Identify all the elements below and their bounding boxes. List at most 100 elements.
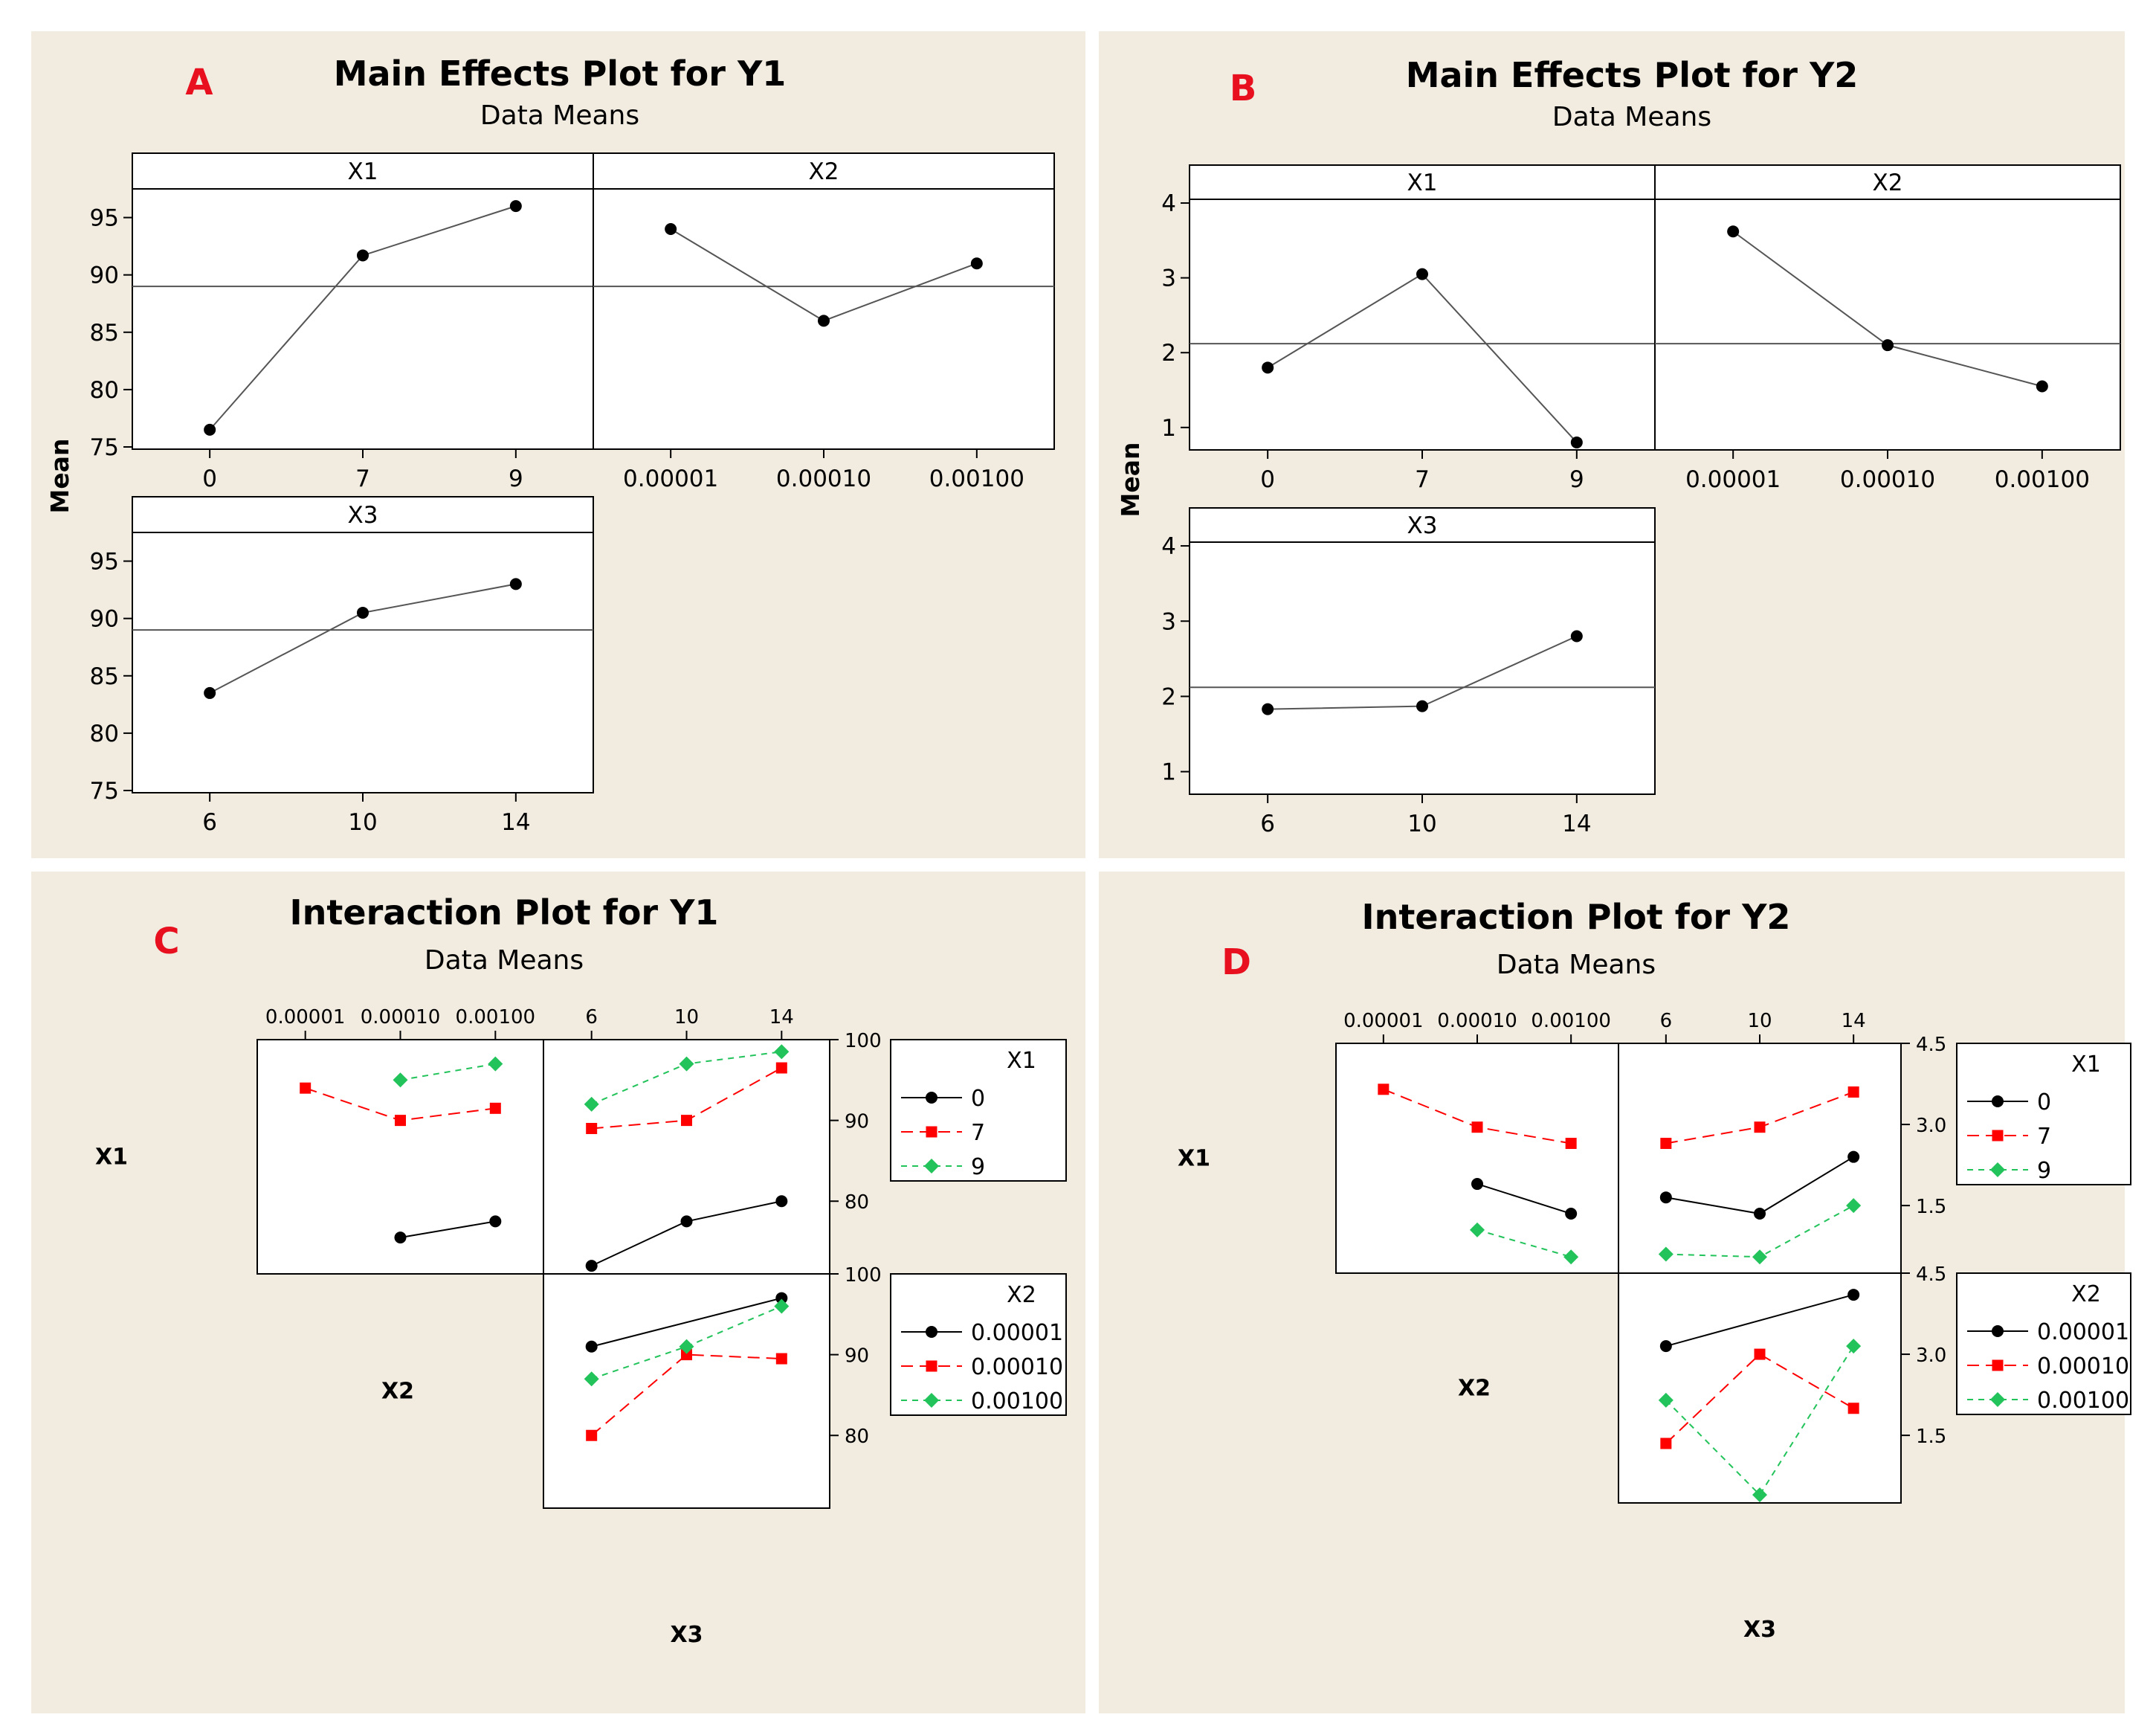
series-point-0.00100: [1846, 1339, 1862, 1354]
cell-x1-vs-x3: [1618, 1043, 1902, 1274]
x-tick-label: 0.00010: [776, 466, 871, 492]
data-point: [2036, 380, 2048, 393]
series-point-7: [775, 1062, 787, 1074]
top-tick-label: 0.00100: [1531, 1010, 1611, 1032]
row-label-x2: X2: [1458, 1376, 1491, 1402]
series-point-0: [1659, 1191, 1672, 1204]
x-tick-label: 9: [1569, 466, 1584, 493]
series-point-0: [489, 1215, 502, 1228]
legend-title: X1: [1007, 1048, 1036, 1074]
y-tick-label: 95: [90, 205, 119, 232]
series-point-0.00100: [679, 1339, 694, 1354]
chart-subtitle: Data Means: [1497, 950, 1656, 980]
series-point-9: [584, 1096, 599, 1112]
series-point-7: [489, 1102, 501, 1114]
series-point-7: [1660, 1138, 1672, 1150]
cell-x2-vs-x3: [543, 1273, 830, 1509]
y-tick-label: 90: [90, 606, 119, 633]
data-point: [1570, 436, 1583, 448]
chart-title: Main Effects Plot for Y1: [334, 54, 787, 94]
x-tick-label: 0.00100: [929, 466, 1024, 492]
right-tick-label: 80: [845, 1191, 869, 1214]
legend-entry: 7: [2037, 1124, 2051, 1150]
data-point: [665, 222, 677, 235]
legend-entry: 0.00100: [971, 1388, 1063, 1414]
right-tick-label: 80: [845, 1426, 869, 1448]
panel-letter: B: [1230, 68, 1257, 109]
y-tick-label: 4: [1161, 190, 1176, 217]
series-point-7: [395, 1115, 406, 1127]
y-tick-label: 75: [90, 778, 119, 805]
right-tick-label: 1.5: [1916, 1196, 1946, 1218]
factor-panel-x1: X1 1 2 3 4 0 7 9: [1161, 164, 1656, 493]
legend-swatch-marker: [1992, 1095, 2004, 1107]
main-effects-plot-a: A Main Effects Plot for Y1 Data Means Mean X…: [45, 54, 1055, 836]
y-tick-label: 75: [90, 434, 119, 461]
right-tick-label: 100: [845, 1030, 882, 1052]
y-axis-label: Mean: [45, 439, 74, 514]
right-tick-label: 90: [845, 1111, 869, 1133]
legend-x2: X2 0.00001 0.00010 0.00100: [890, 1273, 1067, 1416]
series-point-7: [1471, 1121, 1483, 1133]
data-point: [509, 200, 522, 213]
interaction-plot-d: D Interaction Plot for Y2 Data Means 0.0000…: [1178, 897, 2131, 1643]
series-line-0.00100: [1665, 1345, 1855, 1496]
legend-entry: 0: [971, 1086, 985, 1112]
legend-entry: 0.00100: [2037, 1388, 2129, 1414]
x-tick-label: 6: [1260, 811, 1275, 837]
legend-entry: 0.00001: [971, 1320, 1063, 1346]
series-point-0.00100: [1658, 1392, 1674, 1408]
panel-letter: D: [1221, 941, 1251, 983]
data-point: [1727, 225, 1740, 238]
y-tick-label: 90: [90, 263, 119, 289]
y-tick-label: 95: [90, 549, 119, 576]
data-point: [818, 315, 830, 327]
legend-swatch-marker: [926, 1092, 937, 1104]
data-point: [1416, 700, 1428, 712]
chart-title: Main Effects Plot for Y2: [1406, 55, 1859, 95]
top-tick-label: 14: [769, 1006, 794, 1028]
right-tick-label: 3.0: [1916, 1115, 1946, 1137]
chart-subtitle: Data Means: [425, 945, 584, 976]
series-point-0.00010: [681, 1349, 692, 1361]
series-point-0.00010: [1660, 1437, 1672, 1449]
series-point-7: [1565, 1138, 1577, 1150]
top-tick-label: 0.00100: [456, 1006, 536, 1028]
series-point-7: [300, 1082, 312, 1094]
main-effects-plot-b: B Main Effects Plot for Y2 Data Means Mean X…: [1116, 55, 2121, 837]
x-tick-label: 0.00010: [1840, 466, 1935, 493]
y-tick-label: 2: [1161, 340, 1176, 367]
series-line-0: [400, 1220, 496, 1239]
series-line-0.00001: [1665, 1294, 1854, 1348]
panel-letter: A: [185, 62, 213, 103]
legend-swatch-marker: [1992, 1359, 2004, 1371]
series-point-0.00010: [775, 1353, 787, 1365]
legend-entry: 0: [2037, 1089, 2051, 1115]
x-tick-label: 14: [501, 809, 530, 836]
series-point-0.00001: [1847, 1289, 1860, 1301]
strip-label: X3: [1407, 512, 1438, 539]
panel-frame: [132, 496, 594, 793]
series-point-7: [586, 1122, 598, 1134]
legend-frame: [890, 1039, 1067, 1182]
data-point: [357, 249, 369, 262]
series-point-9: [1658, 1246, 1674, 1262]
row-label-x1: X1: [1178, 1146, 1210, 1172]
chart-title: Interaction Plot for Y1: [290, 892, 719, 933]
series-line-0.00001: [591, 1297, 782, 1348]
legend-entry: 0.00010: [971, 1354, 1063, 1380]
x-tick-label: 7: [1415, 466, 1430, 493]
cell-frame: [1335, 1043, 1619, 1274]
series-line-9: [400, 1063, 496, 1081]
top-tick-label: 6: [585, 1006, 598, 1028]
data-point: [204, 423, 216, 436]
series-point-0.00010: [586, 1429, 598, 1441]
data-point: [1262, 703, 1274, 715]
series-point-0.00001: [585, 1340, 598, 1353]
series-point-0.00100: [584, 1371, 599, 1387]
factor-panel-x2: X2 0.00001 0.00010 0.00100: [593, 152, 1055, 492]
series-point-7: [1847, 1086, 1859, 1098]
strip-label: X2: [809, 158, 839, 185]
series-point-0.00010: [1754, 1348, 1766, 1360]
